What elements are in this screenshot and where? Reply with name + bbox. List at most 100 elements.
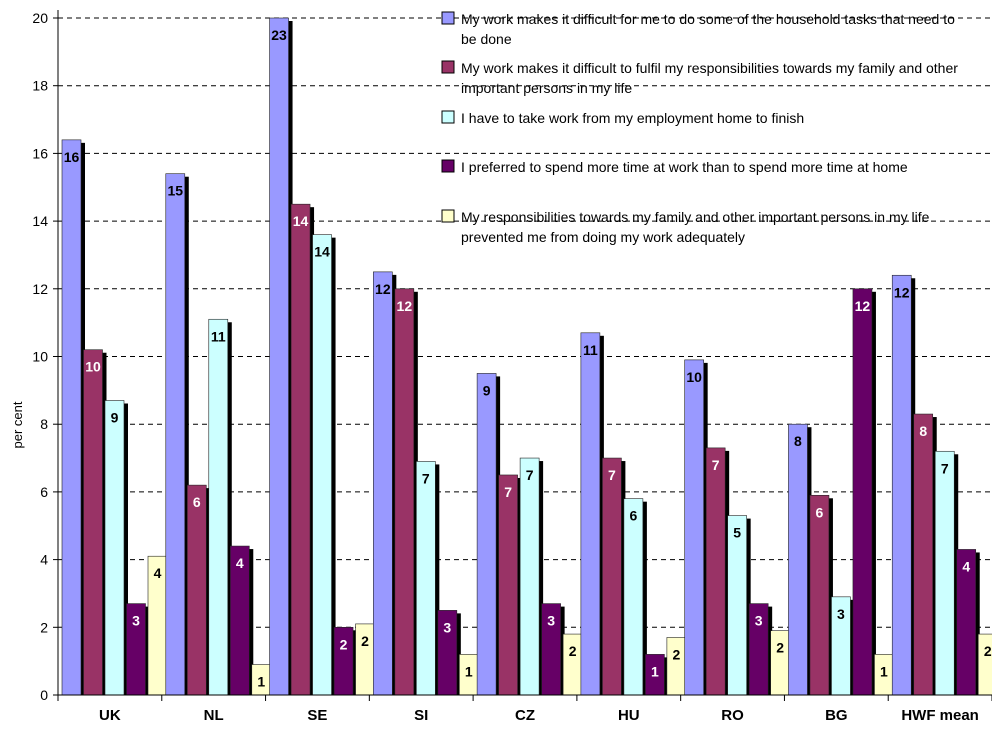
- bar: [852, 288, 873, 696]
- legend-swatch: [441, 60, 455, 74]
- data-label: 3: [547, 613, 555, 629]
- bar: [705, 447, 726, 696]
- data-label: 15: [167, 183, 183, 199]
- data-label: 6: [816, 504, 824, 520]
- bar: [104, 400, 125, 696]
- x-tick-label: HWF mean: [901, 707, 979, 724]
- bar: [394, 288, 415, 696]
- y-tick-label: 18: [32, 78, 48, 94]
- legend: My work makes it difficult for me to do …: [441, 11, 958, 245]
- data-label: 23: [271, 27, 287, 43]
- data-label: 2: [984, 643, 992, 659]
- data-label: 2: [776, 640, 784, 656]
- data-label: 7: [941, 460, 949, 476]
- bar: [913, 413, 934, 696]
- bar: [788, 423, 808, 696]
- legend-swatch: [441, 11, 455, 25]
- data-label: 7: [712, 457, 720, 473]
- y-axis-label: per cent: [10, 401, 25, 448]
- data-label: 10: [686, 369, 702, 385]
- legend-label: My work makes it difficult to fulfil my …: [461, 60, 958, 76]
- data-label: 2: [569, 643, 577, 659]
- bar: [891, 274, 912, 696]
- bar: [83, 349, 103, 696]
- data-label: 5: [733, 525, 741, 541]
- data-label: 14: [293, 213, 309, 229]
- y-tick-label: 6: [40, 484, 48, 500]
- data-label: 12: [375, 281, 391, 297]
- legend-label: I have to take work from my employment h…: [461, 110, 804, 126]
- bar: [186, 484, 207, 696]
- bar: [809, 494, 830, 696]
- bar: [498, 474, 518, 696]
- y-tick-label: 12: [32, 281, 48, 297]
- legend-swatch: [441, 110, 455, 124]
- bar: [623, 498, 644, 696]
- data-label: 7: [608, 467, 616, 483]
- x-tick-label: SE: [307, 707, 327, 724]
- data-label: 9: [111, 410, 119, 426]
- data-label: 12: [397, 298, 413, 314]
- bar: [269, 17, 289, 696]
- data-label: 16: [64, 149, 80, 165]
- data-label: 11: [211, 328, 226, 344]
- data-label: 7: [422, 470, 430, 486]
- data-label: 1: [880, 663, 888, 679]
- y-tick-label: 14: [32, 213, 48, 229]
- y-tick-label: 16: [32, 145, 48, 161]
- data-label: 14: [314, 244, 330, 260]
- x-tick-label: UK: [99, 707, 121, 724]
- y-tick-label: 2: [40, 619, 48, 635]
- bar: [519, 457, 540, 696]
- data-label: 3: [443, 619, 451, 635]
- bar: [290, 203, 311, 696]
- data-label: 7: [526, 467, 534, 483]
- legend-label: My work makes it difficult for me to do …: [461, 11, 955, 27]
- data-label: 9: [483, 382, 491, 398]
- bar: [373, 271, 393, 696]
- data-label: 6: [193, 494, 201, 510]
- bar: [580, 332, 601, 696]
- legend-swatch: [441, 159, 455, 173]
- x-tick-label: RO: [721, 707, 744, 724]
- x-axis: UK NL SE SI CZ HU RO BG HWF mean: [57, 694, 992, 724]
- legend-label: be done: [461, 31, 512, 47]
- x-tick-label: BG: [825, 707, 848, 724]
- legend-label: I preferred to spend more time at work t…: [461, 159, 908, 175]
- legend-swatch: [441, 209, 455, 223]
- bar: [476, 373, 497, 696]
- legend-label: My responsibilities towards my family an…: [461, 209, 930, 225]
- data-label: 12: [894, 284, 910, 300]
- bar: [165, 173, 186, 696]
- data-label: 11: [583, 342, 598, 358]
- x-tick-label: HU: [618, 707, 640, 724]
- y-tick-label: 20: [32, 10, 48, 26]
- data-label: 2: [672, 646, 680, 662]
- data-label: 3: [755, 613, 763, 629]
- data-label: 2: [361, 633, 369, 649]
- bar: [312, 234, 332, 696]
- y-tick-label: 10: [32, 349, 48, 365]
- legend-label: prevented me from doing my work adequate…: [461, 229, 745, 245]
- data-label: 8: [919, 423, 927, 439]
- data-label: 10: [85, 359, 101, 375]
- bar: [416, 461, 436, 696]
- bar: [208, 318, 229, 696]
- data-label: 12: [855, 298, 871, 314]
- x-tick-label: CZ: [515, 707, 535, 724]
- y-tick-label: 4: [40, 552, 48, 568]
- x-tick-label: NL: [204, 707, 224, 724]
- data-label: 6: [629, 508, 637, 524]
- x-tick-label: SI: [414, 707, 428, 724]
- legend-label: important persons in my life: [461, 80, 632, 96]
- data-label: 8: [794, 433, 802, 449]
- bar: [934, 450, 955, 696]
- bar: [684, 359, 704, 696]
- y-axis: 0 2 4 6 8 10 12 14 16 18 20: [32, 10, 59, 703]
- y-tick-label: 8: [40, 416, 48, 432]
- data-label: 3: [837, 606, 845, 622]
- data-label: 4: [236, 555, 244, 571]
- data-label: 7: [504, 484, 512, 500]
